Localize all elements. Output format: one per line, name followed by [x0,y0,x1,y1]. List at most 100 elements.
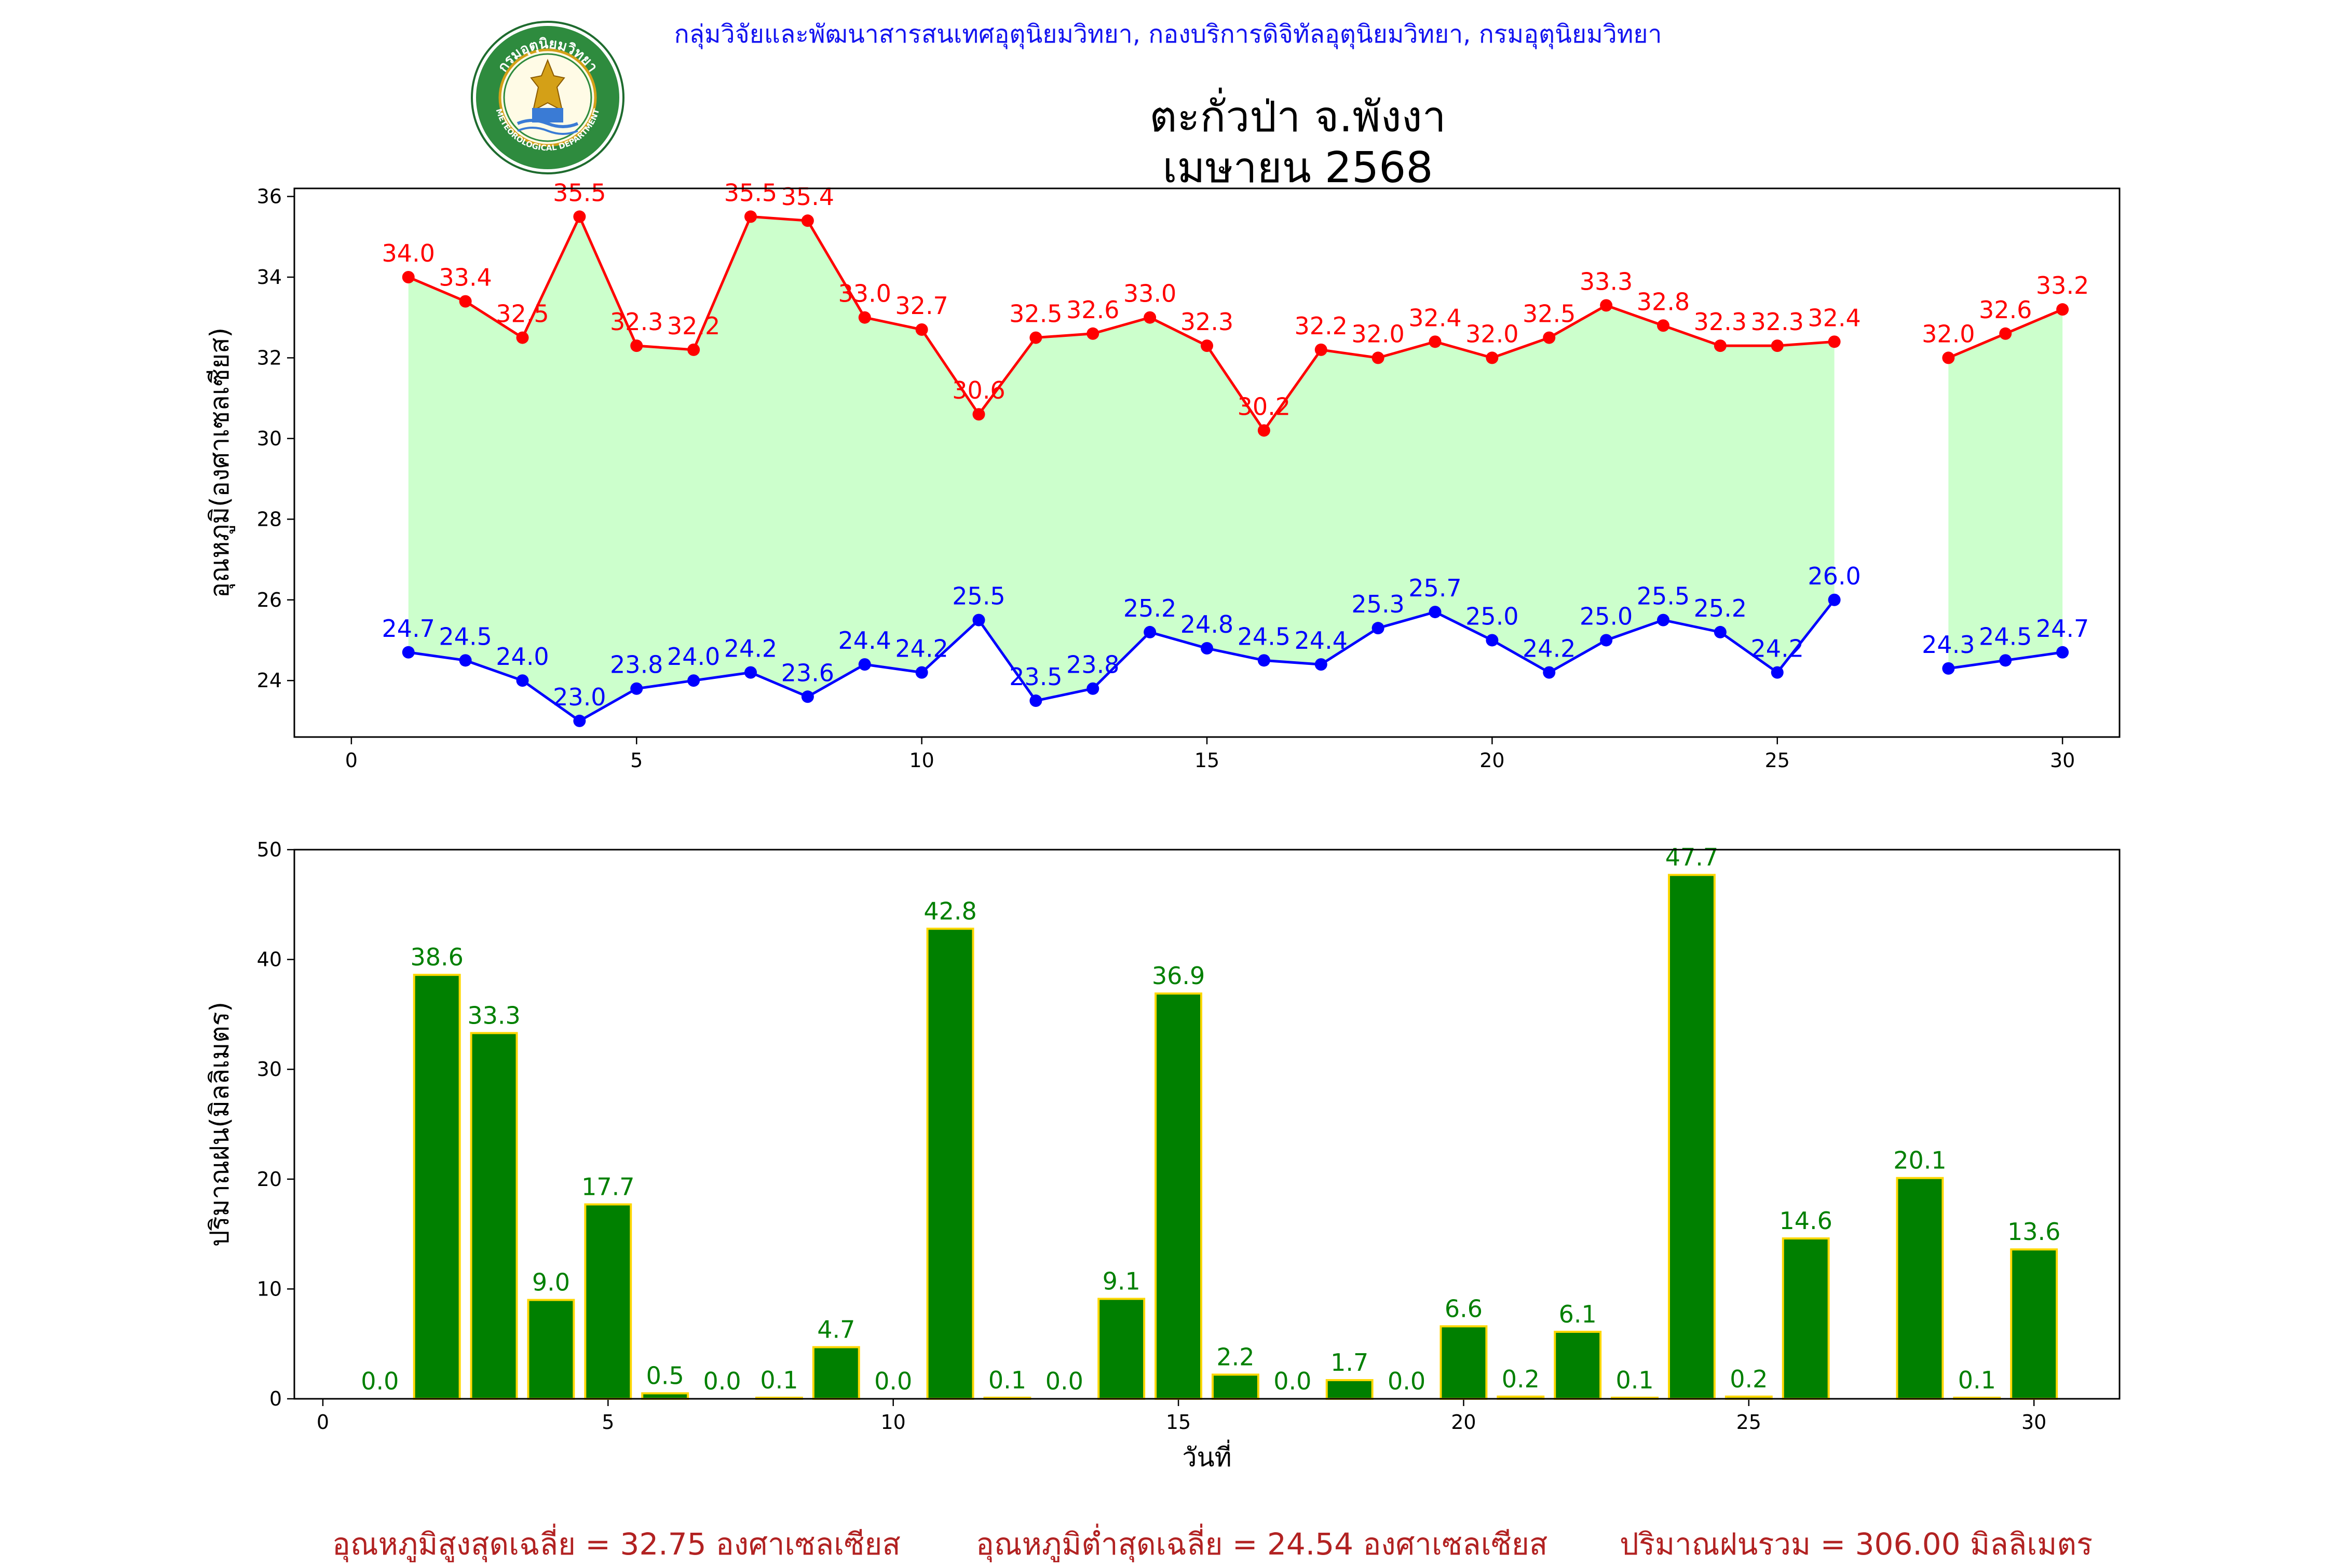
max-temperature-label: 33.0 [838,280,891,308]
chart-title-station: ตะกั่วป่า จ.พังงา [1149,92,1446,142]
rain-value-label: 14.6 [1779,1207,1832,1235]
x-axis-label: วันที่ [1182,1440,1231,1472]
min-temperature-point [915,666,928,679]
y-tick-label: 36 [257,185,282,208]
min-temperature-label: 23.8 [610,651,663,679]
max-temperature-label: 35.5 [724,179,777,207]
min-temperature-label: 24.7 [2036,615,2089,643]
max-temperature-label: 32.0 [1351,320,1404,348]
rain-bar [926,928,974,1400]
chart-title-month: เมษายน 2568 [1162,143,1433,193]
temperature-range-fill [1948,309,2063,669]
min-temperature-point [1314,658,1327,671]
max-temperature-point [858,311,871,324]
rain-value-label: 0.1 [988,1366,1026,1394]
max-temperature-label: 32.3 [610,308,663,336]
max-temperature-point [1029,331,1042,344]
rain-bar [1554,1330,1602,1400]
rain-bar [1211,1373,1259,1400]
max-temperature-point [459,295,472,308]
total-rainfall: ปริมาณฝนรวม = 306.00 มิลลิเมตร [1620,1526,2093,1562]
x-tick-label: 20 [1451,1411,1476,1434]
min-temperature-point [1486,634,1499,647]
min-temperature-label: 24.2 [895,635,948,663]
max-temperature-point [1999,327,2012,340]
min-temperature-point [1600,634,1613,647]
max-temperature-point [1771,339,1784,352]
min-temperature-label: 25.2 [1123,594,1176,622]
rain-value-label: 20.1 [1893,1147,1946,1175]
y-axis-label: ปริมาณฝน(มิลลิเมตร) [205,1002,235,1247]
y-tick-label: 30 [257,1058,282,1081]
max-temperature-point [573,210,586,223]
max-temperature-point [1657,319,1669,332]
min-temperature-point [1029,694,1042,707]
min-temperature-label: 25.5 [1637,582,1690,610]
min-temperature-label: 26.0 [1808,562,1860,590]
min-temperature-point [459,654,472,667]
min-temperature-label: 25.5 [952,582,1005,610]
max-temperature-label: 32.3 [1180,308,1233,336]
min-temperature-point [1144,625,1157,638]
y-tick-label: 10 [257,1277,282,1300]
max-temperature-label: 32.6 [1066,296,1119,324]
min-temperature-label: 24.7 [382,615,435,643]
max-temperature-point [1486,351,1499,364]
min-temperature-point [1771,666,1784,679]
max-temperature-label: 30.6 [952,376,1005,404]
temperature-plot-frame [293,187,2121,738]
min-temperature-point [687,674,700,687]
max-temperature-label: 32.8 [1637,288,1690,316]
rain-value-label: 4.7 [817,1316,855,1344]
min-temperature-label: 24.2 [1751,635,1804,663]
min-temperature-label: 23.0 [553,683,606,711]
min-temperature-label: 25.0 [1580,602,1633,630]
rain-value-label: 9.1 [1103,1267,1140,1295]
max-temperature-point [801,214,814,227]
min-temperature-point [1942,662,1955,675]
max-temperature-label: 34.0 [382,239,435,267]
max-temperature-label: 32.0 [1922,320,1975,348]
max-temperature-point [1714,339,1727,352]
rain-bar [755,1396,803,1400]
rain-bar [1667,874,1716,1400]
max-temperature-point [687,343,700,356]
rain-value-label: 17.7 [581,1172,634,1201]
x-tick-label: 10 [909,749,934,772]
rain-value-label: 33.3 [467,1001,520,1029]
min-temperature-label: 25.3 [1351,590,1404,618]
max-temperature-label: 32.5 [496,300,549,328]
rain-bar [1724,1395,1773,1400]
min-temperature-line [1948,651,2063,670]
rain-value-label: 0.0 [1388,1367,1425,1395]
min-temperature-point [858,658,871,671]
rain-value-label: 42.8 [923,897,976,925]
max-temperature-label: 32.4 [1408,304,1461,332]
max-temperature-point [915,323,928,336]
rain-bar [470,1032,518,1400]
x-tick-label: 5 [630,749,643,772]
min-temperature-point [1371,622,1384,635]
max-temperature-point [1371,351,1384,364]
x-tick-label: 20 [1479,749,1504,772]
min-temperature-point [630,682,643,695]
max-temperature-point [1429,335,1442,348]
rain-value-label: 0.2 [1730,1365,1768,1393]
max-temperature-point [972,408,985,421]
rain-bar [641,1392,689,1400]
y-tick-label: 26 [257,589,282,611]
min-temperature-point [744,666,757,679]
max-temperature-label: 32.3 [1694,308,1747,336]
rainfall-plot-frame [293,849,2121,1400]
temperature-range-fill [408,216,1835,721]
rain-bar [1325,1379,1374,1400]
max-temperature-label: 32.0 [1465,320,1518,348]
rain-bar [527,1299,575,1400]
max-temperature-label: 32.7 [895,292,948,320]
min-temperature-label: 25.7 [1408,574,1461,602]
y-tick-label: 34 [257,266,282,289]
min-temperature-point [1429,606,1442,619]
min-temperature-label: 23.5 [1009,663,1062,691]
x-tick-label: 25 [1736,1411,1761,1434]
max-temperature-line [408,213,1835,433]
